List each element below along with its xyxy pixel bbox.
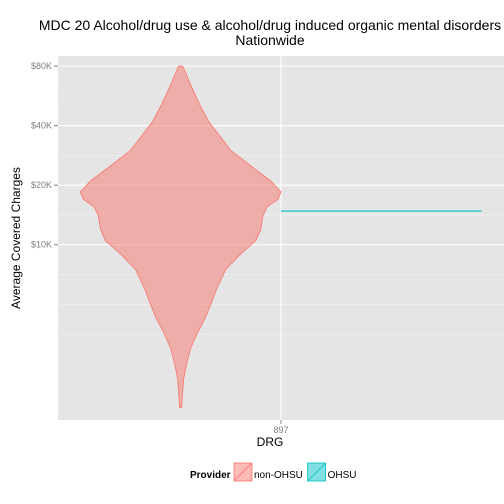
legend-entry-non-ohsu: non-OHSU (233, 462, 303, 482)
chart-title-line2: Nationwide (235, 32, 304, 48)
legend-label: OHSU (328, 470, 357, 481)
violin-non-ohsu (79, 65, 282, 409)
legend-label: non-OHSU (254, 470, 303, 481)
y-axis-title: Average Covered Charges (9, 167, 23, 309)
legend-key-diagonal (307, 462, 326, 482)
x-axis-ticks: 897 (273, 420, 289, 435)
y-tick-label: $80K (31, 61, 52, 71)
legend-title: Provider (190, 470, 231, 481)
legend-entry-ohsu: OHSU (307, 462, 357, 482)
x-tick-label: 897 (273, 425, 288, 435)
y-tick-label: $10K (31, 240, 52, 250)
y-tick-label: $20K (31, 180, 52, 190)
legend: Provider non-OHSU OHSU (190, 462, 357, 482)
legend-entries: non-OHSU OHSU (233, 462, 357, 482)
y-axis-ticks: $10K $20K $40K $80K (31, 61, 58, 250)
chart-title-line1: MDC 20 Alcohol/drug use & alcohol/drug i… (39, 17, 501, 33)
legend-key-diagonal (233, 462, 253, 482)
y-tick-label: $40K (31, 121, 52, 131)
violin-layer (79, 65, 482, 409)
x-axis-title: DRG (257, 435, 284, 449)
